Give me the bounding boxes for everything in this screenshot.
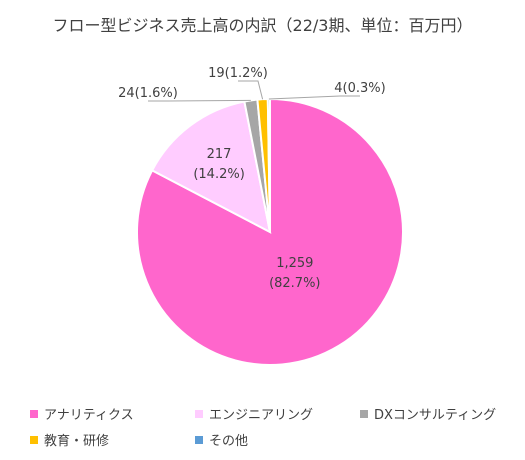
leader-line-5 (268, 95, 360, 100)
slice-percent-label-1: (82.7%) (269, 276, 320, 291)
legend-swatch (195, 435, 203, 444)
slice-percent-label-2: (14.2%) (193, 167, 244, 182)
slice-value-label-1: 1,259 (276, 256, 313, 271)
slice-value-label-2: 217 (207, 147, 232, 162)
legend-label: アナリティクス (44, 408, 134, 423)
leader-line-4 (238, 80, 264, 100)
legend-swatch (30, 435, 38, 444)
legend-item-4: 教育・研修 (30, 430, 109, 449)
legend-item-3: DXコンサルティング (360, 404, 496, 423)
legend-swatch (195, 409, 203, 418)
legend-item-1: アナリティクス (30, 404, 134, 423)
legend-item-2: エンジニアリング (195, 404, 313, 423)
legend-label: 教育・研修 (44, 434, 110, 449)
pie-slice-2 (150, 100, 272, 234)
slice-label-5: 4(0.3%) (334, 81, 385, 96)
leader-line-3 (148, 99, 251, 102)
legend-swatch (30, 409, 38, 418)
slice-label-3: 24(1.6%) (118, 86, 178, 101)
legend-swatch (360, 409, 368, 418)
legend-label: その他 (209, 434, 249, 449)
chart-title: フロー型ビジネス売上高の内訳（22/3期、単位：百万円） (52, 16, 473, 35)
slice-label-4: 19(1.2%) (208, 66, 268, 81)
legend-label: エンジニアリング (209, 408, 314, 423)
legend-item-5: その他 (195, 430, 248, 449)
pie-chart: 1,259 (82.7%) 217 (14.2%) 24(1.6%) 19(1.2%) 4(… (118, 66, 404, 366)
legend-label: DXコンサルティング (374, 408, 497, 423)
